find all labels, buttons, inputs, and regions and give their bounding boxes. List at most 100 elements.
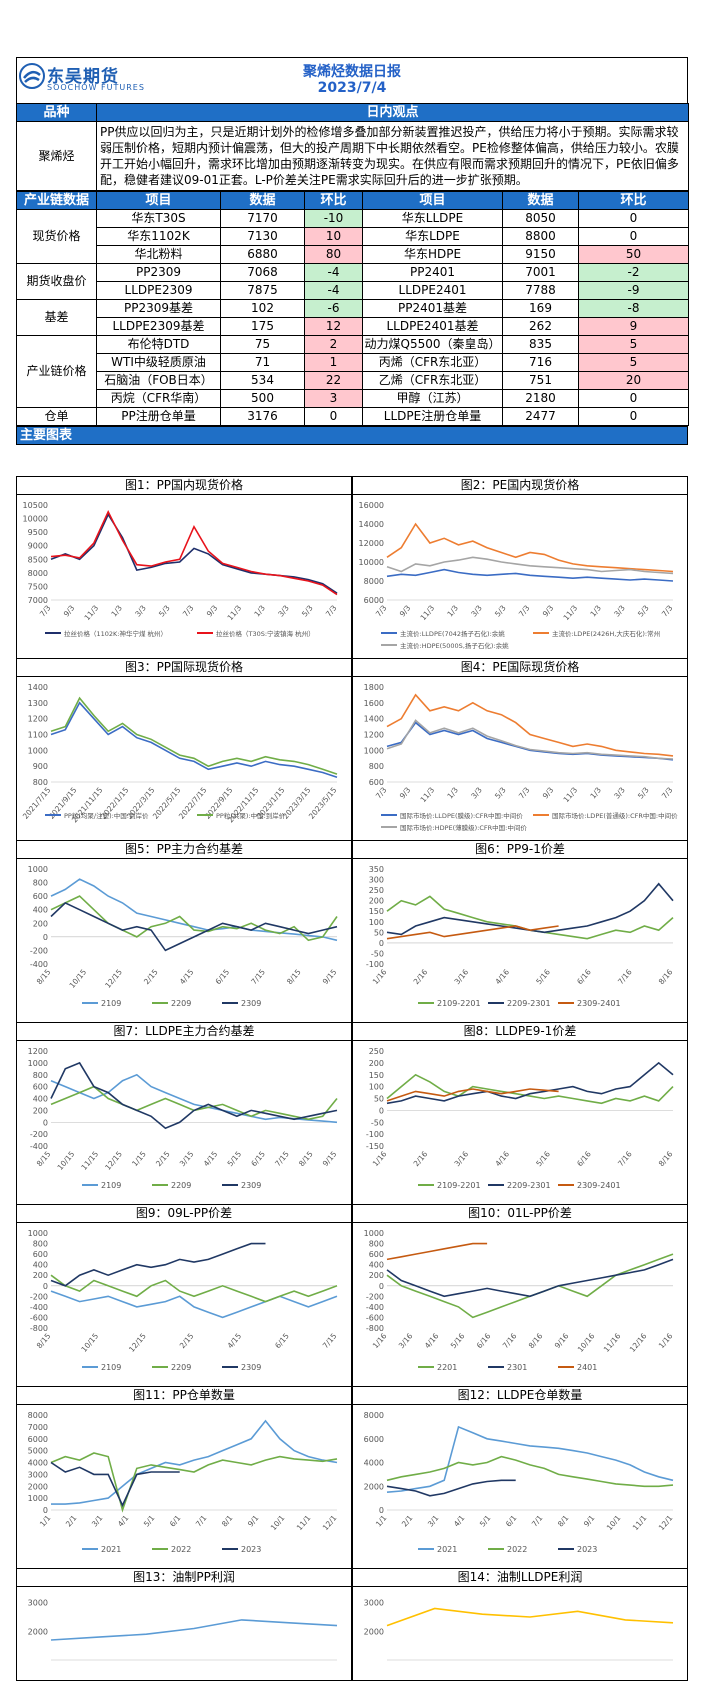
x-tick-label: 5/15 <box>225 1149 243 1168</box>
series-line <box>50 1085 338 1121</box>
y-tick-label: 400 <box>33 1095 48 1104</box>
chart-body: 10500 10000 9500 9000 8500 8000 7500 7000 7/3 9/3… <box>17 495 351 658</box>
x-tick-label: 5/3 <box>493 785 508 800</box>
change-cell: -10 <box>304 209 363 228</box>
y-tick-label: 10000 <box>359 558 384 567</box>
chart-body: 1000 800 600 400 200 0 -200 -400 8/15 10/15 12/15 2… <box>17 859 351 1022</box>
x-tick-label: 2/15 <box>142 967 160 986</box>
value-cell: 102 <box>220 299 305 318</box>
y-tick-label: 2000 <box>364 1482 384 1491</box>
y-tick-label: 200 <box>33 919 48 928</box>
series-line <box>386 1479 516 1497</box>
x-tick-label: 2/15 <box>154 1149 172 1168</box>
series-line <box>50 878 338 942</box>
x-tick-label: 1/3 <box>588 603 603 618</box>
item-cell: 乙烯（CFR东北亚） <box>362 371 503 390</box>
company-logo-icon <box>19 63 45 89</box>
chart-body: 1400 1300 1200 1100 1000 900 800 2021/7/15 2021/… <box>17 677 351 840</box>
y-tick-label: 200 <box>33 1271 48 1280</box>
y-tick-label: 0 <box>43 1118 48 1127</box>
series-line <box>50 1061 338 1130</box>
x-tick-label: 6/16 <box>575 967 593 986</box>
x-tick-label: 1/16 <box>371 967 389 986</box>
x-tick-label: 1/3 <box>109 603 124 618</box>
legend-label: 2021 <box>437 1545 457 1554</box>
value-cell: 6880 <box>220 245 305 264</box>
x-tick-label: 7/3 <box>660 603 675 618</box>
chart-title: 图12：LLDPE仓单数量 <box>353 1387 687 1405</box>
x-tick-label: 3/3 <box>469 785 484 800</box>
x-tick-label: 10/1 <box>605 1513 623 1532</box>
x-tick-label: 3/1 <box>90 1513 105 1528</box>
x-tick-label: 2/1 <box>64 1513 79 1528</box>
x-tick-label: 7/15 <box>273 1149 291 1168</box>
y-tick-label: 600 <box>33 1083 48 1092</box>
x-tick-label: 12/1 <box>321 1513 339 1532</box>
legend-label: 2209 <box>171 1363 191 1372</box>
series-line <box>50 696 338 775</box>
chart-body: 1000 800 600 400 200 0 -200 -400 -600 -800 8/15 10/… <box>17 1223 351 1386</box>
value-cell: 75 <box>220 335 305 354</box>
chart-body: 1800 1600 1400 1200 1000 800 600 7/3 9/3 11/3 1/3 3… <box>353 677 687 840</box>
x-tick-label: 3/3 <box>469 603 484 618</box>
y-tick-label: 1800 <box>364 683 384 692</box>
y-tick-label: 50 <box>374 1095 384 1104</box>
change-cell: 10 <box>304 227 363 246</box>
change-cell: -4 <box>304 263 363 282</box>
legend-label: 2309 <box>241 1363 261 1372</box>
x-tick-label: 10/15 <box>67 967 88 990</box>
y-tick-label: 800 <box>33 879 48 888</box>
item-cell: WTI中级轻质原油 <box>96 353 221 372</box>
table-row: 产业链价格 布伦特DTD 75 2 动力煤Q5500（秦皇岛） 835 5 <box>16 335 689 408</box>
chart-title: 图14：油制LLDPE利润 <box>353 1569 687 1587</box>
y-tick-label: 900 <box>33 762 48 771</box>
category-cell: 产业链价格 <box>16 335 97 408</box>
y-tick-label: 0 <box>43 933 48 942</box>
x-tick-label: 6/1 <box>504 1513 519 1528</box>
item-cell: LLDPE2309基差 <box>96 317 221 336</box>
change-cell: -9 <box>578 281 689 300</box>
x-tick-label: 9/3 <box>62 603 77 618</box>
item-cell: 动力煤Q5500（秦皇岛） <box>362 335 503 354</box>
x-tick-label: 1/16 <box>371 1331 389 1350</box>
x-tick-label: 4/16 <box>423 1331 441 1350</box>
x-tick-label: 8/15 <box>285 967 303 986</box>
series-line <box>386 1088 559 1102</box>
chart-body: 3000 2000 <box>353 1587 687 1680</box>
x-tick-label: 7/3 <box>38 603 53 618</box>
legend-label: 主流价:LDPE(2426H,大庆石化):常州 <box>552 629 660 638</box>
value-cell: 751 <box>502 371 579 390</box>
y-tick-label: 14000 <box>359 520 384 529</box>
series-line <box>386 1425 674 1493</box>
change-cell: 20 <box>578 371 689 390</box>
x-tick-label: 11/1 <box>631 1513 649 1532</box>
y-tick-label: 7500 <box>28 582 48 591</box>
x-tick-label: 7/16 <box>616 1149 634 1168</box>
y-tick-label: -50 <box>371 949 384 958</box>
x-tick-label: 3/16 <box>397 1331 415 1350</box>
table-row: 期货收盘价 PP2309 7068 -4 PP2401 7001 -2 <box>16 263 689 300</box>
legend-label: 2021 <box>101 1545 121 1554</box>
change-cell: 50 <box>578 245 689 264</box>
x-tick-label: 5/1 <box>478 1513 493 1528</box>
y-tick-label: 12000 <box>359 539 384 548</box>
y-tick-label: 400 <box>33 906 48 915</box>
y-tick-label: 3000 <box>28 1599 48 1608</box>
variety-name: 聚烯烃 <box>16 121 97 191</box>
company-name-cn: 东吴期货 <box>47 67 119 87</box>
x-tick-label: 8/16 <box>657 967 675 986</box>
y-tick-label: 150 <box>369 907 384 916</box>
item-cell: PP2309基差 <box>96 299 221 318</box>
y-tick-label: 5000 <box>28 1447 48 1456</box>
table-header-cell: 数据 <box>220 191 305 210</box>
x-tick-label: 3/3 <box>612 785 627 800</box>
x-tick-label: 8/15 <box>35 967 53 986</box>
x-tick-label: 4/15 <box>178 967 196 986</box>
series-line <box>386 882 674 936</box>
y-tick-label: 4000 <box>364 1459 384 1468</box>
chart-panel: 图7：LLDPE主力合约基差 1200 1000 800 600 400 200 0 -200 -… <box>16 1022 352 1205</box>
chart-title: 图5：PP主力合约基差 <box>17 841 351 859</box>
